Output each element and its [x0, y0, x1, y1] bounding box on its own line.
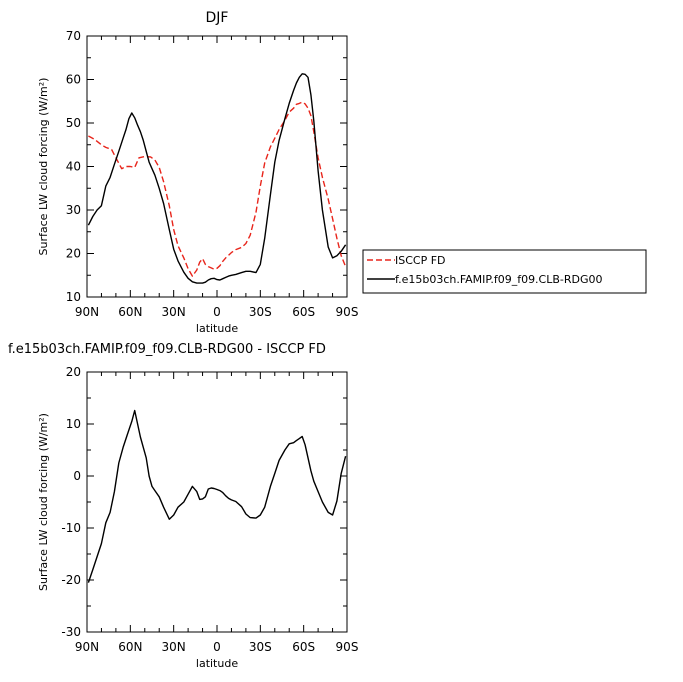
legend-box [362, 249, 647, 294]
y-tick-label: -30 [61, 625, 81, 639]
legend-label: f.e15b03ch.FAMIP.f09_f09.CLB-RDG00 [395, 273, 603, 286]
plot-frame [86, 35, 348, 298]
y-tick-label: 70 [66, 29, 81, 43]
x-tick-label: 60N [118, 305, 142, 319]
y-tick-label: 0 [73, 469, 81, 483]
plot-frame [86, 371, 348, 633]
legend-label: ISCCP FD [395, 254, 446, 267]
y-tick-label: 50 [66, 116, 81, 130]
x-axis-label: latitude [196, 657, 238, 670]
x-tick-label: 90N [75, 305, 99, 319]
x-tick-label: 30N [162, 305, 186, 319]
x-tick-label: 30N [162, 640, 186, 654]
x-tick-label: 60N [118, 640, 142, 654]
y-tick-label: 40 [66, 160, 81, 174]
y-tick-label: -10 [61, 521, 81, 535]
top-panel-dJF: DJF 90N 60N 30N 0 30S 60S 90S 10 20 30 40 50 60 70 lati… [37, 10, 647, 335]
x-tick-label: 90S [336, 640, 359, 654]
x-tick-label: 60S [292, 305, 315, 319]
x-tick-label: 90N [75, 640, 99, 654]
y-tick-label: -20 [61, 573, 81, 587]
bottom-panel-difference: f.e15b03ch.FAMIP.f09_f09.CLB-RDG00 - ISC… [8, 342, 358, 670]
series-line-1 [87, 409, 347, 583]
x-tick-label: 30S [249, 640, 272, 654]
x-tick-label: 0 [213, 640, 221, 654]
y-tick-label: 10 [66, 290, 81, 304]
y-axis-label: Surface LW cloud forcing (W/m²) [37, 413, 50, 591]
series-line-1 [88, 101, 347, 277]
x-tick-label: 90S [336, 305, 359, 319]
chart-title: f.e15b03ch.FAMIP.f09_f09.CLB-RDG00 - ISC… [8, 342, 326, 357]
y-tick-label: 20 [66, 365, 81, 379]
chart-title: DJF [206, 10, 229, 26]
x-tick-label: 60S [292, 640, 315, 654]
y-tick-label: 60 [66, 73, 81, 87]
x-tick-label: 0 [213, 305, 221, 319]
series-line-2 [87, 73, 347, 284]
x-tick-label: 30S [249, 305, 272, 319]
legend: ISCCP FD f.e15b03ch.FAMIP.f09_f09.CLB-RDG… [362, 249, 647, 294]
y-axis-label: Surface LW cloud forcing (W/m²) [37, 78, 50, 256]
x-axis-label: latitude [196, 322, 238, 335]
y-tick-label: 30 [66, 203, 81, 217]
y-tick-label: 20 [66, 247, 81, 261]
y-tick-label: 10 [66, 417, 81, 431]
